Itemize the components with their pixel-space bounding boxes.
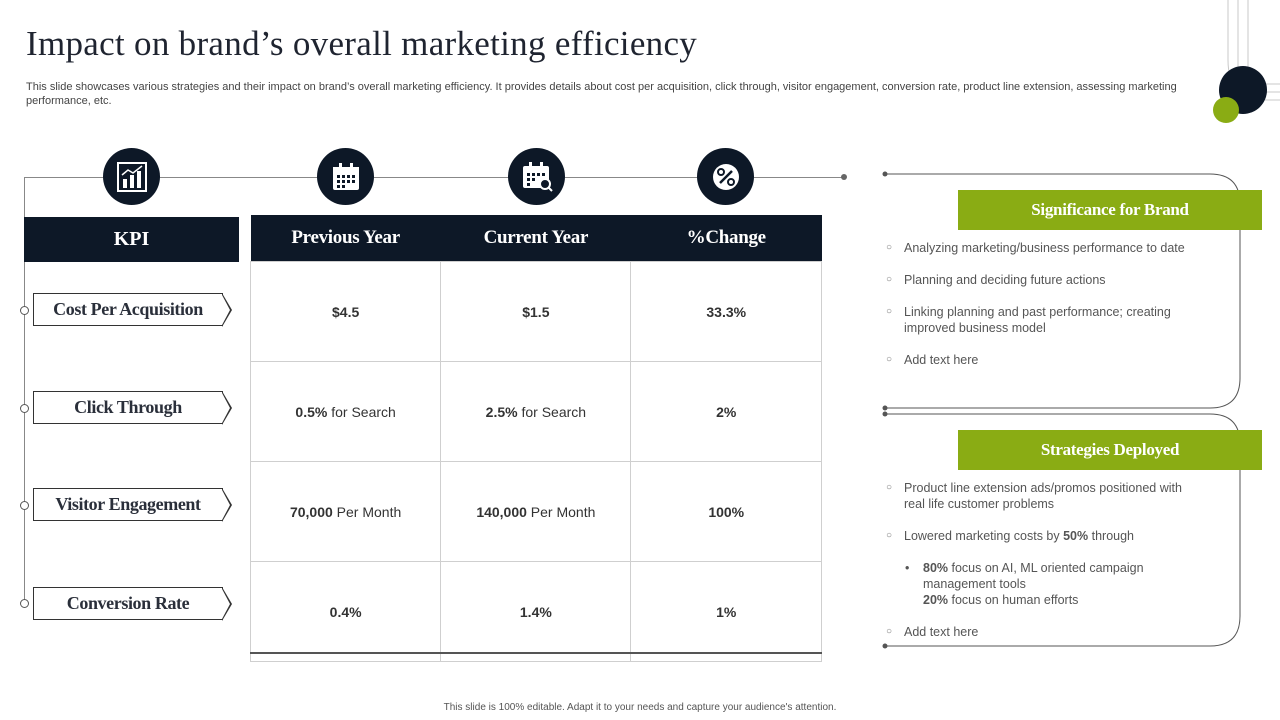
list-item: ○ Lowered marketing costs by 50% through — [886, 529, 1135, 543]
circle-bullet-icon: ○ — [886, 274, 893, 285]
list-item: ○ Add text here — [886, 625, 979, 639]
percent-icon — [697, 148, 754, 205]
table-row: $4.5 $1.5 33.3% — [249, 261, 822, 362]
table-cell: $1.5 — [440, 261, 632, 362]
table-cell: 2% — [630, 361, 822, 462]
corner-decoration — [1213, 0, 1280, 123]
table-row: 0.4% 1.4% 1% — [249, 561, 822, 662]
circle-bullet-icon: ○ — [886, 354, 893, 365]
kpi-item-conversion-rate: Conversion Rate — [33, 587, 223, 620]
list-item: ○ Product line extension ads/promos posit… — [886, 481, 1182, 511]
kpi-vertical-line — [24, 177, 25, 607]
table-cell: 100% — [630, 461, 822, 562]
kpi-dot — [20, 599, 29, 608]
kpi-dot — [20, 501, 29, 510]
panel-outline — [882, 171, 1241, 649]
table-cell: 0.4% — [249, 561, 442, 662]
list-item: ○ Linking planning and past performance; … — [886, 305, 1171, 335]
kpi-arrow-fill — [222, 393, 230, 423]
column-header-current-year: Current Year — [440, 215, 631, 262]
table-cell: 70,000 Per Month — [249, 461, 442, 562]
table-cell: 140,000 Per Month — [440, 461, 632, 562]
kpi-dot — [20, 306, 29, 315]
column-header-change: %Change — [630, 215, 822, 262]
table-cell: 1% — [630, 561, 822, 662]
kpi-arrow-fill — [222, 490, 230, 520]
connector-end-dot — [841, 174, 847, 180]
circle-bullet-icon: ○ — [886, 306, 893, 317]
list-item: ○ Planning and deciding future actions — [886, 273, 1106, 287]
footer-note: This slide is 100% editable. Adapt it to… — [443, 702, 837, 713]
table-cell: 0.5% for Search — [249, 361, 442, 462]
kpi-header: KPI — [24, 217, 239, 262]
calendar-icon — [317, 148, 374, 205]
icon-connector-line — [24, 177, 844, 178]
significance-title: Significance for Brand — [958, 190, 1262, 230]
column-header-previous-year: Previous Year — [250, 215, 441, 262]
circle-bullet-icon: ○ — [886, 482, 893, 493]
table-row: 0.5% for Search 2.5% for Search 2% — [249, 361, 822, 462]
sub-list-item: • 80% focus on AI, ML oriented campaign m… — [905, 561, 1144, 607]
table-header-row: Previous Year Current Year %Change — [250, 215, 822, 262]
circle-bullet-icon: ○ — [886, 530, 893, 541]
kpi-item-click-through: Click Through — [33, 391, 223, 424]
table-cell: $4.5 — [249, 261, 442, 362]
kpi-item-cost-per-acquisition: Cost Per Acquisition — [33, 293, 223, 326]
table-cell: 2.5% for Search — [440, 361, 632, 462]
table-bottom-border — [250, 652, 822, 654]
table-row: 70,000 Per Month 140,000 Per Month 100% — [249, 461, 822, 562]
kpi-arrow-fill — [222, 589, 230, 619]
kpi-dot — [20, 404, 29, 413]
list-item: ○ Add text here — [886, 353, 979, 367]
table-cell: 1.4% — [440, 561, 632, 662]
circle-bullet-icon: ○ — [886, 626, 893, 637]
kpi-item-visitor-engagement: Visitor Engagement — [33, 488, 223, 521]
circle-bullet-icon: ○ — [886, 242, 893, 253]
page-description: This slide showcases various strategies … — [26, 81, 1177, 107]
dot-bullet-icon: • — [905, 561, 910, 575]
kpi-arrow-fill — [222, 295, 230, 325]
table-cell: 33.3% — [630, 261, 822, 362]
bar-chart-icon — [103, 148, 160, 205]
metrics-table: Previous Year Current Year %Change $4.5 … — [249, 215, 822, 662]
strategies-title: Strategies Deployed — [958, 430, 1262, 470]
page-title: Impact on brand’s overall marketing effi… — [26, 24, 698, 63]
list-item: ○ Analyzing marketing/business performanc… — [886, 241, 1185, 255]
calendar-search-icon — [508, 148, 565, 205]
